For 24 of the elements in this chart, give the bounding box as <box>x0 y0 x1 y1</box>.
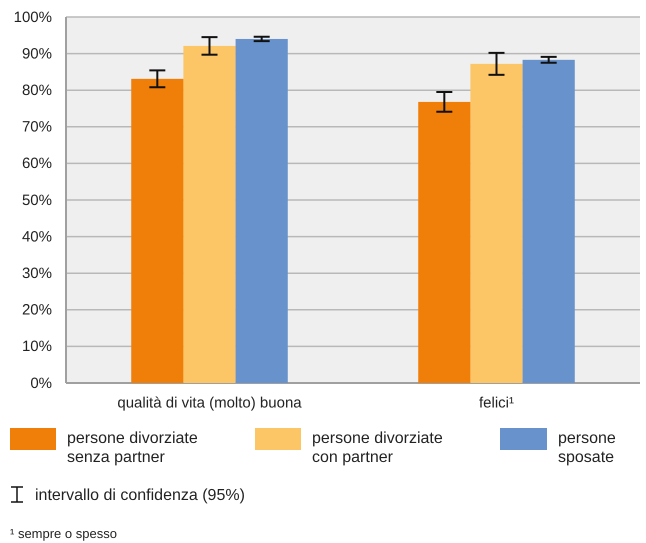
y-tick-label: 60% <box>22 155 52 172</box>
y-tick-label: 50% <box>22 192 52 209</box>
text: intervallo di confidenza (95%) <box>35 487 245 504</box>
y-tick-label: 40% <box>22 228 52 246</box>
text: ¹ sempre o spesso <box>10 526 117 541</box>
bar <box>183 46 236 383</box>
legend-label: persone divorziate senza partner <box>67 430 198 466</box>
legend-label: persone sposate <box>558 430 616 466</box>
y-tick-label: 90% <box>22 45 52 62</box>
bar <box>418 102 470 383</box>
bar <box>470 64 523 383</box>
y-tick-label: 30% <box>22 265 52 282</box>
x-tick-label: felici¹ <box>478 394 514 412</box>
y-tick-label: 70% <box>22 118 52 136</box>
bar <box>131 78 184 383</box>
y-tick-label: 20% <box>22 302 52 319</box>
x-tick-label: qualità di vita (molto) buona <box>117 394 302 412</box>
y-tick-label: 100% <box>14 8 52 26</box>
bar <box>236 38 288 383</box>
bar <box>522 60 575 383</box>
y-tick-label: 10% <box>22 338 52 356</box>
legend-label: persone divorziate con partner <box>312 430 443 466</box>
y-tick-label: 80% <box>22 82 52 99</box>
y-tick-label: 0% <box>30 374 52 392</box>
